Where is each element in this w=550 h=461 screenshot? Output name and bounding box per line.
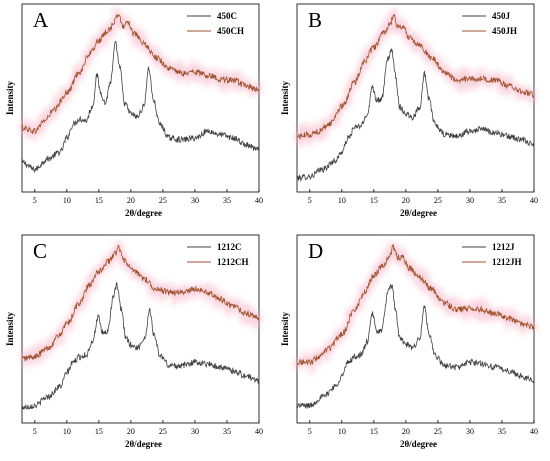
xrd-chart-d: 5 10 15 20 25 30 35 40 2θ/degree Intensity D 1212J 1…	[280, 234, 538, 449]
x-axis-label: 2θ/degree	[400, 439, 437, 449]
x-tick-label: 10	[63, 427, 71, 436]
x-tick-label: 15	[370, 427, 378, 436]
x-tick-label: 5	[308, 196, 312, 205]
x-tick-label: 40	[255, 196, 263, 205]
legend-label: 1212J	[492, 242, 515, 252]
y-axis-label: Intensity	[5, 312, 15, 347]
series-line-450JH	[296, 13, 535, 140]
legend-label: 450J	[492, 11, 511, 21]
x-tick-label: 40	[255, 427, 263, 436]
x-tick-label: 5	[308, 427, 312, 436]
x-tick-label: 15	[370, 196, 378, 205]
xrd-panel-c: 5 10 15 20 25 30 35 40 2θ/degree Intensity C 1212C 1…	[0, 231, 275, 461]
x-tick-label: 20	[127, 196, 135, 205]
y-axis-label: Intensity	[280, 81, 290, 116]
x-tick-label: 35	[498, 427, 506, 436]
x-tick-label: 30	[191, 196, 199, 205]
series-line-450J	[296, 48, 535, 182]
x-tick-label: 15	[95, 196, 103, 205]
xrd-panel-b: 5 10 15 20 25 30 35 40 2θ/degree Intensity B 450J 45…	[275, 0, 550, 230]
series-line-1212JH	[296, 244, 535, 366]
x-tick-label: 15	[95, 427, 103, 436]
x-axis-label: 2θ/degree	[125, 208, 162, 218]
panel-letter: D	[308, 239, 323, 263]
xrd-chart-b: 5 10 15 20 25 30 35 40 2θ/degree Intensity B 450J 45…	[280, 3, 538, 218]
x-tick-label: 25	[434, 427, 442, 436]
x-tick-label: 30	[466, 196, 474, 205]
x-tick-label: 30	[466, 427, 474, 436]
panel-letter: B	[308, 8, 322, 32]
panel-letter: A	[33, 8, 49, 32]
x-tick-label: 25	[434, 196, 442, 205]
x-tick-label: 30	[191, 427, 199, 436]
x-axis-label: 2θ/degree	[125, 439, 162, 449]
series-line-1212CH	[21, 244, 260, 362]
x-tick-label: 10	[63, 196, 71, 205]
x-tick-label: 35	[223, 196, 231, 205]
xrd-panel-d: 5 10 15 20 25 30 35 40 2θ/degree Intensity D 1212J 1…	[275, 231, 550, 461]
y-axis-label: Intensity	[280, 312, 290, 347]
x-axis-label: 2θ/degree	[400, 208, 437, 218]
x-tick-label: 40	[530, 427, 538, 436]
panel-letter: C	[33, 239, 47, 263]
xrd-panel-a: 5 10 15 20 25 30 35 40 2θ/degree Intensity A 450C 45…	[0, 0, 275, 230]
x-tick-label: 25	[159, 196, 167, 205]
series-line-1212C	[21, 282, 260, 411]
legend-label: 450CH	[217, 26, 244, 36]
x-tick-label: 20	[127, 427, 135, 436]
legend-label: 450JH	[492, 26, 517, 36]
x-tick-label: 20	[402, 427, 410, 436]
legend-label: 1212C	[217, 242, 242, 252]
legend-label: 1212JH	[492, 257, 522, 267]
xrd-chart-c: 5 10 15 20 25 30 35 40 2θ/degree Intensity C 1212C 1…	[5, 234, 263, 449]
series-line-450CH	[21, 14, 260, 135]
x-tick-label: 10	[338, 427, 346, 436]
x-tick-label: 40	[530, 196, 538, 205]
x-tick-label: 5	[33, 196, 37, 205]
x-tick-label: 35	[498, 196, 506, 205]
x-tick-label: 20	[402, 196, 410, 205]
x-tick-label: 25	[159, 427, 167, 436]
plot-frame	[21, 234, 260, 424]
x-tick-label: 5	[33, 427, 37, 436]
series-line-1212J	[296, 284, 535, 409]
y-axis-label: Intensity	[5, 81, 15, 116]
xrd-chart-a: 5 10 15 20 25 30 35 40 2θ/degree Intensity A 450C 45…	[5, 1, 263, 218]
series-line-450C	[21, 40, 260, 174]
x-tick-label: 10	[338, 196, 346, 205]
plot-frame	[21, 3, 260, 193]
x-tick-label: 35	[223, 427, 231, 436]
legend-label: 450C	[217, 11, 237, 21]
legend-label: 1212CH	[217, 257, 249, 267]
